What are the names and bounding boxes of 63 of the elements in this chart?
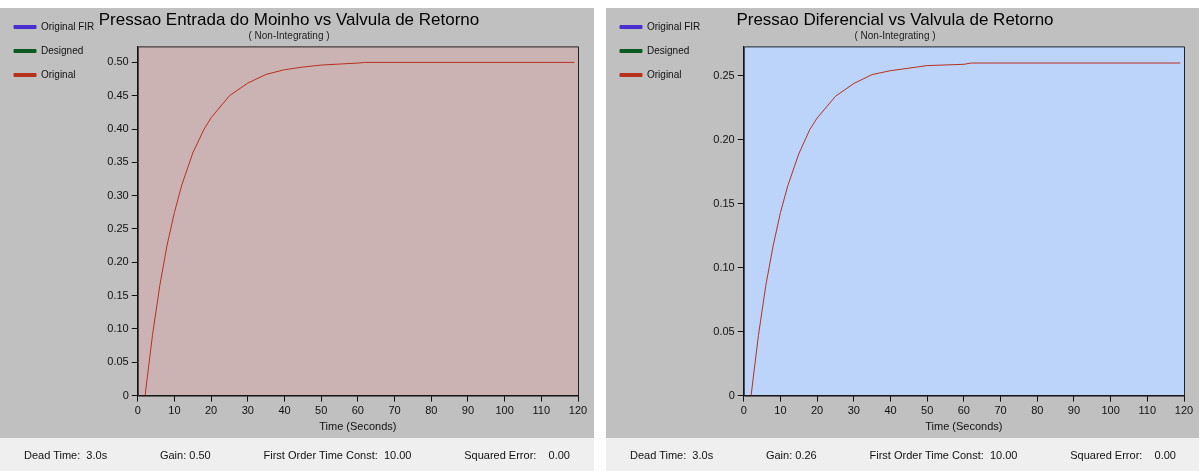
text: Squared Error: 0.00 (1070, 448, 1176, 461)
x-tick-label: 100 (495, 404, 514, 417)
y-tick-label: 0.10 (107, 321, 129, 334)
text: First Order Time Const: 10.00 (869, 448, 1018, 461)
text: Gain: 0.50 (159, 448, 211, 461)
text: First Order Time Const: 10.00 (263, 448, 412, 461)
x-tick-label: 60 (957, 404, 970, 417)
y-tick-label: 0.25 (713, 68, 735, 81)
y-tick-label: 0 (122, 388, 129, 401)
x-tick-label: 70 (388, 404, 401, 417)
x-axis-title: Time (Seconds) (925, 420, 1003, 433)
text: Dead Time: 3.0s (630, 448, 714, 461)
y-tick-label: 0.45 (107, 88, 129, 101)
x-tick-label: 0 (740, 404, 747, 417)
y-tick-label: 0.30 (107, 188, 129, 201)
y-tick-label: 0.05 (107, 355, 129, 368)
legend-label: Original (647, 68, 682, 80)
x-tick-label: 10 (168, 404, 181, 417)
x-tick-label: 60 (351, 404, 364, 417)
y-tick-label: 0.05 (713, 324, 735, 337)
text: Dead Time: 3.0s (24, 448, 108, 461)
legend-label: Designed (41, 44, 84, 56)
x-tick-label: 120 (1174, 404, 1194, 417)
x-tick-label: 30 (847, 404, 860, 417)
chart-subtitle: ( Non-Integrating ) (854, 30, 936, 42)
y-tick-label: 0.20 (107, 255, 129, 268)
y-tick-label: 0.50 (107, 55, 129, 68)
x-tick-label: 30 (241, 404, 254, 417)
x-tick-label: 80 (425, 404, 438, 417)
legend-label: Original (41, 68, 76, 80)
legend-label: Original FIR (41, 20, 95, 32)
x-tick-label: 70 (994, 404, 1007, 417)
legend-label: Original FIR (647, 20, 701, 32)
chart-title: Pressao Entrada do Moinho vs Valvula de Retorno (98, 9, 480, 29)
x-tick-label: 10 (774, 404, 787, 417)
y-tick-label: 0 (728, 388, 735, 401)
x-tick-label: 110 (1138, 404, 1157, 417)
x-tick-label: 90 (461, 404, 475, 417)
y-tick-label: 0.40 (107, 122, 129, 135)
x-tick-label: 100 (1101, 404, 1120, 417)
x-tick-label: 50 (921, 404, 934, 417)
x-tick-label: 50 (315, 404, 328, 417)
x-tick-label: 40 (884, 404, 897, 417)
y-tick-label: 0.35 (107, 155, 129, 168)
y-tick-label: 0.10 (713, 260, 735, 273)
x-tick-label: 20 (811, 404, 824, 417)
x-tick-label: 120 (568, 404, 588, 417)
x-tick-label: 40 (278, 404, 291, 417)
x-tick-label: 20 (205, 404, 218, 417)
x-axis-title: Time (Seconds) (319, 420, 397, 433)
chart-title: Pressao Diferencial vs Valvula de Retorno (736, 9, 1054, 29)
legend-label: Designed (647, 44, 690, 56)
x-tick-label: 90 (1067, 404, 1081, 417)
y-tick-label: 0.25 (107, 222, 129, 235)
y-tick-label: 0.20 (713, 132, 735, 145)
y-tick-label: 0.15 (107, 288, 129, 301)
x-tick-label: 110 (532, 404, 551, 417)
x-tick-label: 80 (1031, 404, 1044, 417)
chart-subtitle: ( Non-Integrating ) (248, 30, 330, 42)
text: Squared Error: 0.00 (464, 448, 570, 461)
y-tick-label: 0.15 (713, 196, 735, 209)
x-tick-label: 0 (134, 404, 141, 417)
text: Gain: 0.26 (765, 448, 817, 461)
